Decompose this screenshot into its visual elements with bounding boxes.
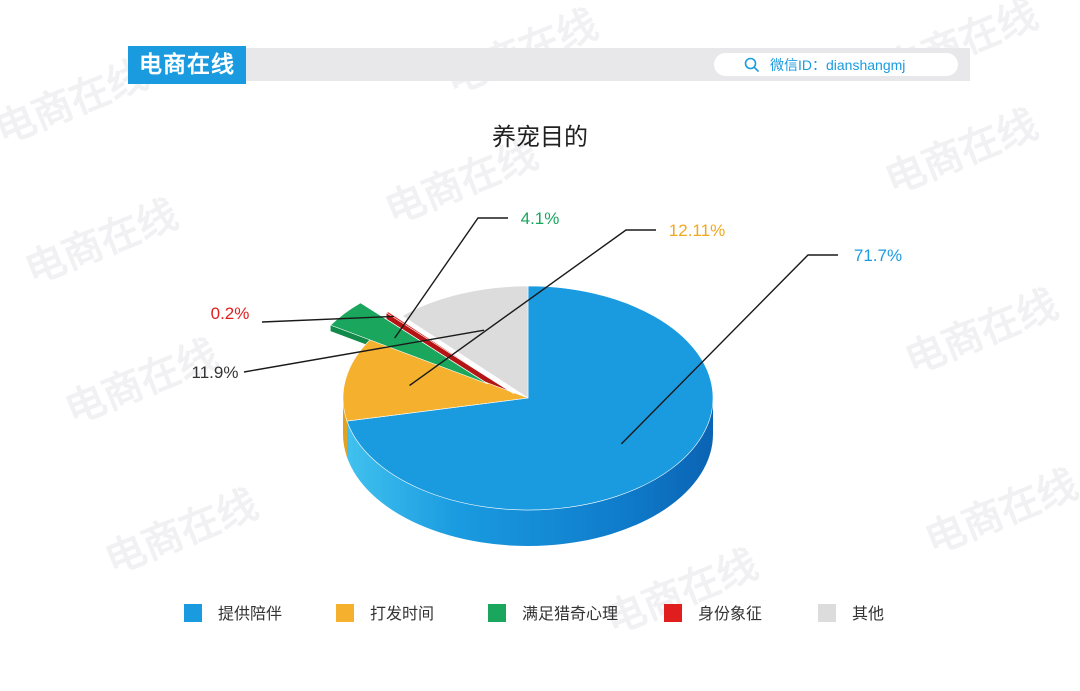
slice-provide-companionship-leader-line [620,254,838,445]
legend-swatch [664,604,682,622]
legend-swatch [184,604,202,622]
legend: 提供陪伴 打发时间 满足猎奇心理 身份象征 其他 [184,604,884,623]
slice-status-symbol-leader-line [261,315,394,323]
legend-label: 身份象征 [698,604,762,623]
data-labels: 71.7% 12.11% 4.1% 0.2% 11.9% [192,209,903,382]
legend-swatch [488,604,506,622]
slice-provide-companionship-side [346,398,713,547]
legend-label: 提供陪伴 [218,604,282,623]
slice-other-data-label: 11.9% [192,363,239,382]
wechat-id-pill: 微信ID：dianshangmj [714,53,958,76]
legend-label: 其他 [852,604,884,623]
slice-kill-time [342,338,529,422]
legend-item-provide-companionship: 提供陪伴 [184,604,282,623]
leader-lines [243,217,838,445]
brand-logo: 电商在线 [128,46,246,84]
slice-other-leader-line [243,329,485,373]
pie-slices [330,285,714,547]
slice-status-symbol [385,311,515,395]
slice-kill-time-side [343,398,347,458]
legend-item-satisfy-curiosity: 满足猎奇心理 [488,604,618,623]
search-icon [744,57,759,72]
slice-status-symbol-data-label: 0.2% [211,304,250,323]
legend-item-status-symbol: 身份象征 [664,604,762,623]
slice-kill-time-leader-line [409,229,656,387]
legend-item-kill-time: 打发时间 [336,604,434,623]
legend-item-other: 其他 [818,604,884,623]
legend-label: 打发时间 [370,604,434,623]
slice-provide-companionship-data-label: 71.7% [854,246,902,265]
slice-satisfy-curiosity-leader-line [394,217,508,339]
slice-kill-time-data-label: 12.11% [669,221,725,240]
slice-other [401,285,529,399]
slice-satisfy-curiosity-data-label: 4.1% [521,209,560,228]
chart-title: 养宠目的 [492,123,588,151]
legend-label: 满足猎奇心理 [522,604,618,623]
legend-swatch [336,604,354,622]
slice-provide-companionship [346,285,714,511]
legend-swatch [818,604,836,622]
wechat-id-text: 微信ID：dianshangmj [770,56,906,73]
